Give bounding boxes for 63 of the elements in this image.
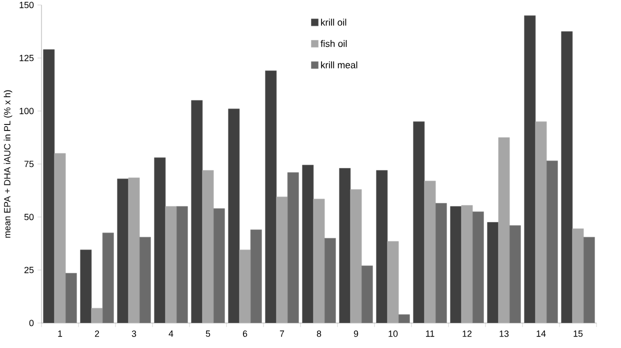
bar [361,266,373,323]
y-tick-label: 25 [24,266,34,274]
bar [287,172,299,323]
bar [276,196,288,323]
y-tick-label: 125 [20,54,34,62]
x-tick-label: 1 [58,330,62,337]
bar [472,212,484,323]
y-tick-label: 150 [20,2,34,8]
bar [450,206,462,323]
bar [487,222,499,323]
x-tick-label: 2 [94,330,100,337]
bar [546,160,558,323]
bar [102,232,114,323]
bar [583,236,595,323]
x-tick-label: 6 [242,330,248,337]
bar [509,225,521,323]
y-tick-label: 50 [24,214,34,220]
y-axis-title: mean EPA + DHA iAUC in PL (% x h) [4,90,12,238]
x-tick-label: 13 [500,330,509,337]
bar [376,170,388,323]
bar [461,205,473,323]
bar [339,168,351,323]
bar [165,206,177,323]
x-tick-label: 12 [462,330,472,337]
bar [191,100,203,323]
legend-label: krill meal [321,61,358,68]
bar [561,31,573,323]
x-tick-label: 7 [280,330,284,337]
bar [176,206,188,323]
bar [80,250,92,323]
legend-label: fish oil [320,40,347,48]
bar [524,15,536,323]
x-tick-label: 4 [168,330,174,337]
x-tick-label: 8 [316,330,322,337]
bar [250,230,262,323]
x-tick-label: 9 [354,330,358,337]
bar [202,170,214,323]
bar [54,153,66,323]
bar [213,208,225,323]
bar [65,272,77,323]
legend-label: krill oil [321,18,346,26]
x-tick-label: 5 [206,330,210,337]
y-tick-label: 100 [20,108,34,114]
x-tick-label: 11 [426,330,434,337]
bar [435,203,447,323]
x-tick-label: 15 [574,330,583,337]
bar [413,121,425,323]
bar [139,236,151,323]
y-tick-label: 75 [24,160,34,168]
x-tick-label: 10 [388,330,398,337]
bar [117,178,129,323]
bar [43,50,54,323]
x-tick-label: 3 [132,330,136,337]
bar [535,121,547,323]
bar [302,164,314,323]
x-tick-label: 14 [536,330,546,337]
bar [154,157,166,323]
bar [265,70,277,323]
bar [498,137,510,323]
bar [128,178,140,323]
bar [324,238,336,323]
y-tick-label: 0 [29,320,34,326]
bar [228,108,240,323]
